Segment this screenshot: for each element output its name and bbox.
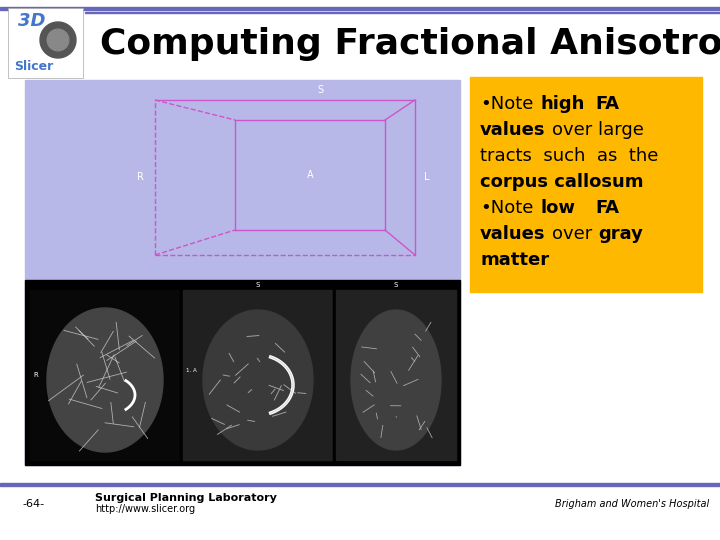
Text: Surgical Planning Laboratory: Surgical Planning Laboratory	[95, 493, 277, 503]
Text: over: over	[552, 225, 593, 243]
Text: tracts  such  as  the: tracts such as the	[480, 147, 658, 165]
Bar	[336, 290, 456, 460]
Polygon shape	[203, 310, 313, 450]
Text: high: high	[540, 95, 585, 113]
Bar	[8, 8, 83, 78]
Text: 3D: 3D	[18, 12, 45, 30]
Text: R: R	[137, 172, 143, 183]
Text: http://www.slicer.org: http://www.slicer.org	[95, 504, 195, 514]
Text: FA: FA	[595, 95, 619, 113]
Bar	[180, 287, 336, 463]
Polygon shape	[40, 22, 76, 58]
Text: Computing Fractional Anisotropy: Computing Fractional Anisotropy	[100, 27, 720, 61]
Text: Brigham and Women's Hospital: Brigham and Women's Hospital	[555, 499, 709, 509]
Bar	[0, 483, 720, 486]
Polygon shape	[48, 29, 69, 51]
Text: Slicer: Slicer	[14, 60, 53, 73]
Text: S: S	[256, 282, 260, 288]
Bar	[30, 290, 180, 460]
Bar	[85, 11, 720, 13]
Text: values: values	[480, 225, 546, 243]
Text: low: low	[540, 199, 575, 217]
Text: S: S	[317, 85, 323, 95]
Text: gray: gray	[598, 225, 643, 243]
Polygon shape	[351, 310, 441, 450]
Text: R: R	[33, 372, 37, 378]
Text: corpus callosum: corpus callosum	[480, 173, 644, 191]
Text: •Note: •Note	[480, 95, 534, 113]
Bar	[25, 280, 460, 465]
Text: values: values	[480, 121, 546, 139]
Bar	[333, 287, 459, 463]
Bar	[0, 7, 720, 10]
Text: •Note: •Note	[480, 199, 534, 217]
Bar	[25, 80, 460, 465]
Text: over large: over large	[552, 121, 644, 139]
Text: L: L	[424, 172, 430, 183]
Text: matter: matter	[480, 251, 549, 269]
Text: FA: FA	[595, 199, 619, 217]
Bar	[183, 290, 333, 460]
Polygon shape	[47, 308, 163, 452]
Text: -64-: -64-	[22, 499, 44, 509]
Bar	[470, 77, 702, 292]
Text: 1. A: 1. A	[186, 368, 197, 373]
Text: A: A	[307, 170, 313, 180]
Text: S: S	[394, 282, 398, 288]
